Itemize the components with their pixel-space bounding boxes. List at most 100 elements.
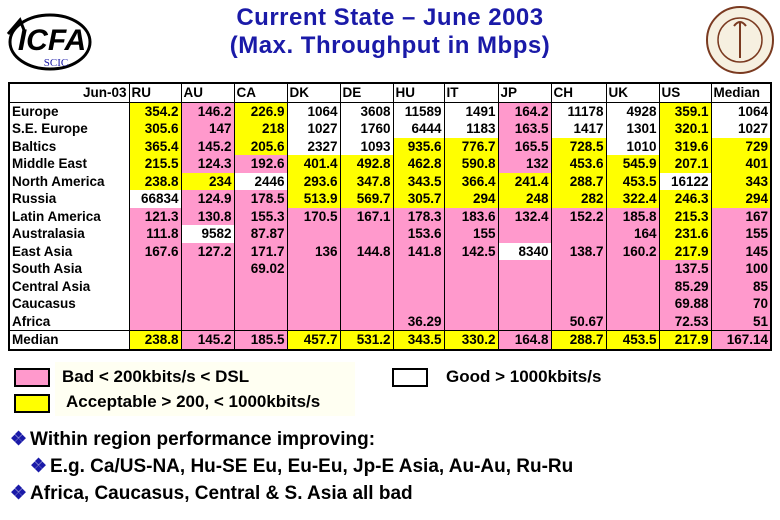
cell: 192.6 [233,155,288,173]
row-label: Caucasus [8,295,130,313]
cell: 164 [605,225,660,243]
cell: 234 [180,172,235,190]
cell: 155 [710,225,772,243]
cell: 492.8 [339,155,394,173]
cell: 1760 [339,120,394,138]
cell: 288.7 [550,330,607,350]
cell: 178.3 [392,207,445,225]
cell: 137.5 [658,260,712,278]
cell: 4928 [605,102,660,120]
cell: 305.7 [392,190,445,208]
cell [443,295,499,313]
legend-swatch [14,394,50,413]
cell: 215.5 [128,155,182,173]
seal-torch [733,21,747,58]
cell [286,312,341,331]
table-row: Middle East 215.5 124.3 192.6 401.4 492.8 462.… [8,155,772,173]
cell: 1417 [550,120,607,138]
cell: 729 [710,137,772,155]
cell: 183.6 [443,207,499,225]
cell: 215.3 [658,207,712,225]
row-label: Central Asia [8,277,130,295]
row-label: East Asia [8,242,130,260]
table-row: Caucasus 69.88 70 [8,295,772,313]
cell: 217.9 [658,242,712,260]
cell: 66834 [128,190,182,208]
cell: 170.5 [286,207,341,225]
title-line: (Max. Throughput in Mbps) [229,32,551,59]
cell [128,277,182,295]
cell: 160.2 [605,242,660,260]
cell: 366.4 [443,172,499,190]
cell [339,260,394,278]
row-label: South Asia [8,260,130,278]
cell: 241.4 [497,172,552,190]
cell: 141.8 [392,242,445,260]
legend-label: Acceptable > 200, < 1000kbits/s [66,392,321,411]
cell: 85.29 [658,277,712,295]
table-row: Europe 354.2 146.2 226.9 1064 3608 11589 1491 16… [8,102,772,120]
cell: 359.1 [658,102,712,120]
logo-arrow [6,17,26,35]
column-header: AU [180,83,235,103]
cell: 320.1 [658,120,712,138]
cell [550,277,607,295]
corner-cell: Jun-03 [8,83,130,103]
seal [706,6,774,74]
cell: 365.4 [128,137,182,155]
table-row: Baltics 365.4 145.2 205.6 2327 1093 935.6 776.7… [8,137,772,155]
cell: 146.2 [180,102,235,120]
cell: 145.2 [180,330,235,350]
cell: 11178 [550,102,607,120]
cell: 462.8 [392,155,445,173]
column-header: Median [710,83,772,103]
cell [605,295,660,313]
cell: 124.3 [180,155,235,173]
cell: 121.3 [128,207,182,225]
cell [233,312,288,331]
cell: 153.6 [392,225,445,243]
cell: 132 [497,155,552,173]
cell: 127.2 [180,242,235,260]
cell: 178.5 [233,190,288,208]
cell [497,277,552,295]
cell: 185.5 [233,330,288,350]
cell: 185.8 [605,207,660,225]
cell [443,277,499,295]
cell: 138.7 [550,242,607,260]
cell: 167.14 [710,330,772,350]
cell: 531.2 [339,330,394,350]
cell: 70 [710,295,772,313]
cell: 217.9 [658,330,712,350]
bullet: Within region performance improving: [10,428,375,451]
cell [550,225,607,243]
cell: 1010 [605,137,660,155]
cell: 100 [710,260,772,278]
cell [286,225,341,243]
cell: 343.5 [392,172,445,190]
cell: 1064 [286,102,341,120]
cell: 343.5 [392,330,445,350]
cell [286,260,341,278]
cell [550,260,607,278]
cell: 111.8 [128,225,182,243]
cell: 330.2 [443,330,499,350]
seal-inner [717,17,763,63]
cell [605,277,660,295]
cell [128,260,182,278]
cell: 305.6 [128,120,182,138]
cell: 3608 [339,102,394,120]
cell: 453.5 [605,172,660,190]
cell [339,295,394,313]
cell: 207.1 [658,155,712,173]
row-label: Russia [8,190,130,208]
cell: 294 [443,190,499,208]
cell: 167.6 [128,242,182,260]
cell: 6444 [392,120,445,138]
row-label: Median [8,330,130,350]
row-label: Australasia [8,225,130,243]
row-label: Europe [8,102,130,120]
title: Current State – June 2003 (Max. Throughp… [130,4,650,60]
cell: 9582 [180,225,235,243]
cell: 205.6 [233,137,288,155]
